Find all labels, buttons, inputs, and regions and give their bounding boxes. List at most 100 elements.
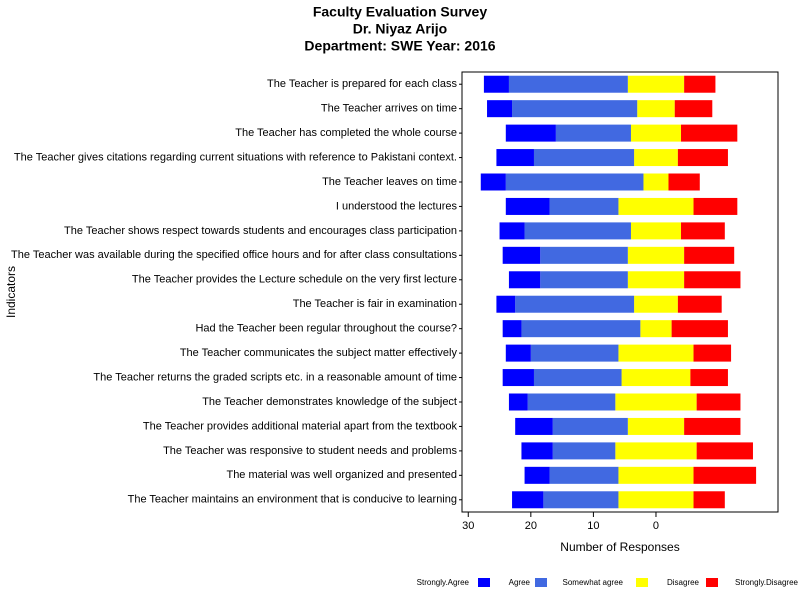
y-tick-label: The Teacher returns the graded scripts e… bbox=[93, 371, 457, 383]
y-tick-label: The Teacher has completed the whole cour… bbox=[235, 127, 457, 139]
bar-segment bbox=[693, 344, 732, 362]
bar-segment bbox=[627, 246, 685, 264]
bar-segment bbox=[502, 320, 522, 338]
bar-segment bbox=[515, 417, 553, 435]
y-tick-label: The Teacher is fair in examination bbox=[293, 298, 457, 310]
bar-segment bbox=[630, 124, 682, 142]
y-axis-title: Indicators bbox=[4, 266, 18, 318]
bar-segment bbox=[521, 320, 641, 338]
bar-segment bbox=[496, 295, 516, 313]
y-tick-label: The Teacher provides additional material… bbox=[143, 420, 458, 432]
bar-segment bbox=[621, 369, 691, 387]
bar-segment bbox=[552, 417, 628, 435]
bar-segment bbox=[684, 75, 716, 93]
bar-segment bbox=[530, 344, 619, 362]
bar-segment bbox=[684, 246, 735, 264]
chart-subtitle: Department: SWE Year: 2016 bbox=[304, 38, 495, 54]
bar-segment bbox=[515, 295, 635, 313]
x-tick-label: 0 bbox=[653, 520, 659, 532]
legend-label: Strongly.Agree bbox=[417, 578, 470, 587]
bar-segment bbox=[640, 320, 672, 338]
y-tick-label: The Teacher is prepared for each class bbox=[267, 78, 457, 90]
bar-segment bbox=[674, 100, 713, 118]
bar-segment bbox=[627, 75, 685, 93]
bar-segment bbox=[637, 100, 675, 118]
x-axis-title: Number of Responses bbox=[560, 540, 679, 554]
legend-swatch bbox=[706, 578, 718, 587]
bar-segment bbox=[690, 369, 728, 387]
bar-segment bbox=[618, 466, 694, 484]
bar-segment bbox=[480, 173, 506, 191]
y-tick-label: The Teacher communicates the subject mat… bbox=[180, 347, 458, 359]
bar-segment bbox=[696, 442, 753, 460]
legend-label: Agree bbox=[509, 578, 531, 587]
x-tick-label: 20 bbox=[525, 520, 537, 532]
bar-segment bbox=[543, 491, 619, 509]
plot-frame bbox=[461, 71, 779, 513]
bar-segment bbox=[521, 442, 553, 460]
bar-segment bbox=[615, 393, 697, 411]
x-tick-label: 30 bbox=[462, 520, 474, 532]
legend-swatch bbox=[636, 578, 648, 587]
chart-title: Faculty Evaluation Survey bbox=[313, 4, 487, 20]
bar-segment bbox=[552, 442, 616, 460]
bar-segment bbox=[540, 271, 628, 289]
bar-segment bbox=[618, 197, 694, 215]
bar-segment bbox=[533, 369, 622, 387]
bar-segment bbox=[630, 222, 682, 240]
bar-segment bbox=[508, 75, 628, 93]
bar-segment bbox=[502, 246, 541, 264]
bar-segment bbox=[524, 222, 631, 240]
bar-segment bbox=[505, 344, 531, 362]
y-tick-label: The Teacher leaves on time bbox=[322, 176, 457, 188]
y-tick-label: The Teacher arrives on time bbox=[321, 103, 457, 115]
bar-segment bbox=[549, 197, 619, 215]
bar-segment bbox=[540, 246, 628, 264]
bar-segment bbox=[524, 466, 550, 484]
bar-segment bbox=[634, 149, 678, 167]
chart-subtitle: Dr. Niyaz Arijo bbox=[353, 21, 447, 37]
bar-segment bbox=[693, 491, 725, 509]
bar-segment bbox=[555, 124, 631, 142]
bar-segment bbox=[496, 149, 534, 167]
y-tick-label: I understood the lectures bbox=[336, 200, 458, 212]
bar-segment bbox=[508, 393, 528, 411]
bar-segment bbox=[643, 173, 669, 191]
bar-segment bbox=[483, 75, 509, 93]
bar-segment bbox=[668, 173, 700, 191]
bar-segment bbox=[627, 417, 685, 435]
bar-segment bbox=[499, 222, 525, 240]
legend-swatch bbox=[535, 578, 547, 587]
bar-segment bbox=[508, 271, 541, 289]
bar-segment bbox=[681, 222, 725, 240]
bar-segment bbox=[615, 442, 697, 460]
bar-segment bbox=[677, 295, 722, 313]
bar-segment bbox=[533, 149, 635, 167]
bar-segment bbox=[696, 393, 741, 411]
bar-segment bbox=[684, 417, 741, 435]
y-tick-label: The Teacher shows respect towards studen… bbox=[64, 225, 457, 237]
y-tick-label: Had the Teacher been regular throughout … bbox=[195, 323, 457, 335]
bar-segment bbox=[502, 369, 534, 387]
bar-segment bbox=[527, 393, 616, 411]
legend-swatch bbox=[478, 578, 490, 587]
legend-label: Disagree bbox=[667, 578, 700, 587]
legend-label: Somewhat agree bbox=[563, 578, 624, 587]
bar-segment bbox=[618, 344, 694, 362]
bar-segment bbox=[487, 100, 513, 118]
y-tick-label: The Teacher was available during the spe… bbox=[11, 249, 457, 261]
bar-segment bbox=[618, 491, 694, 509]
y-tick-label: The Teacher was responsive to student ne… bbox=[163, 445, 457, 457]
bar-segment bbox=[677, 149, 728, 167]
bar-segment bbox=[512, 100, 638, 118]
bar-segment bbox=[681, 124, 738, 142]
legend-label: Strongly.Disagree bbox=[735, 578, 799, 587]
y-tick-label: The material was well organized and pres… bbox=[226, 469, 457, 481]
bar-segment bbox=[693, 197, 738, 215]
bar-segment bbox=[505, 173, 644, 191]
y-tick-label: The Teacher demonstrates knowledge of th… bbox=[202, 396, 457, 408]
bar-segment bbox=[627, 271, 685, 289]
bar-segment bbox=[634, 295, 678, 313]
bar-segment bbox=[512, 491, 544, 509]
